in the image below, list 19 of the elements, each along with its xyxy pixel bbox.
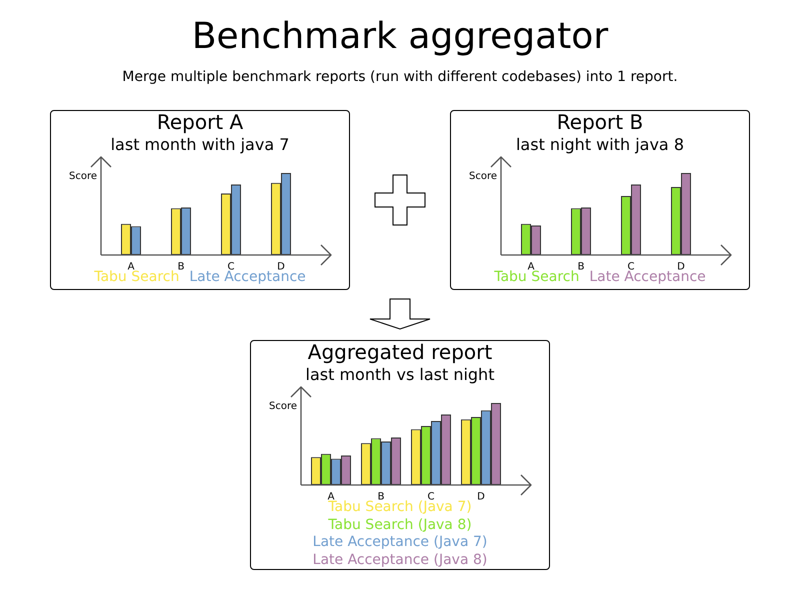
x-tick-label: B xyxy=(578,262,585,273)
chart-subtitle: last month with java 7 xyxy=(110,135,290,154)
text: Late Acceptance (Java 8) xyxy=(312,552,488,569)
y-axis-title: Score xyxy=(269,401,298,412)
series-label: Tabu Search xyxy=(494,269,580,285)
text: Benchmark aggregator xyxy=(190,16,610,57)
text: Late Acceptance (Java 7) xyxy=(312,534,488,552)
y-axis-title: Score xyxy=(469,171,498,182)
chart-subtitle: last month vs last night xyxy=(304,365,496,384)
y-axis-title: Score xyxy=(69,171,98,182)
x-tick-label: D xyxy=(477,492,486,503)
text: Merge multiple benchmark reports (run with different codebases) into 1 report. xyxy=(121,69,679,85)
series-label: Tabu Search xyxy=(94,269,180,285)
chart-title: Aggregated report xyxy=(306,340,494,364)
text: Tabu Search (Java 8) xyxy=(327,516,473,534)
chart-subtitle: last night with java 8 xyxy=(514,135,685,154)
x-tick-label: B xyxy=(178,262,185,273)
chart-title: Report B xyxy=(556,110,644,134)
chart-title: Report A xyxy=(156,110,244,134)
